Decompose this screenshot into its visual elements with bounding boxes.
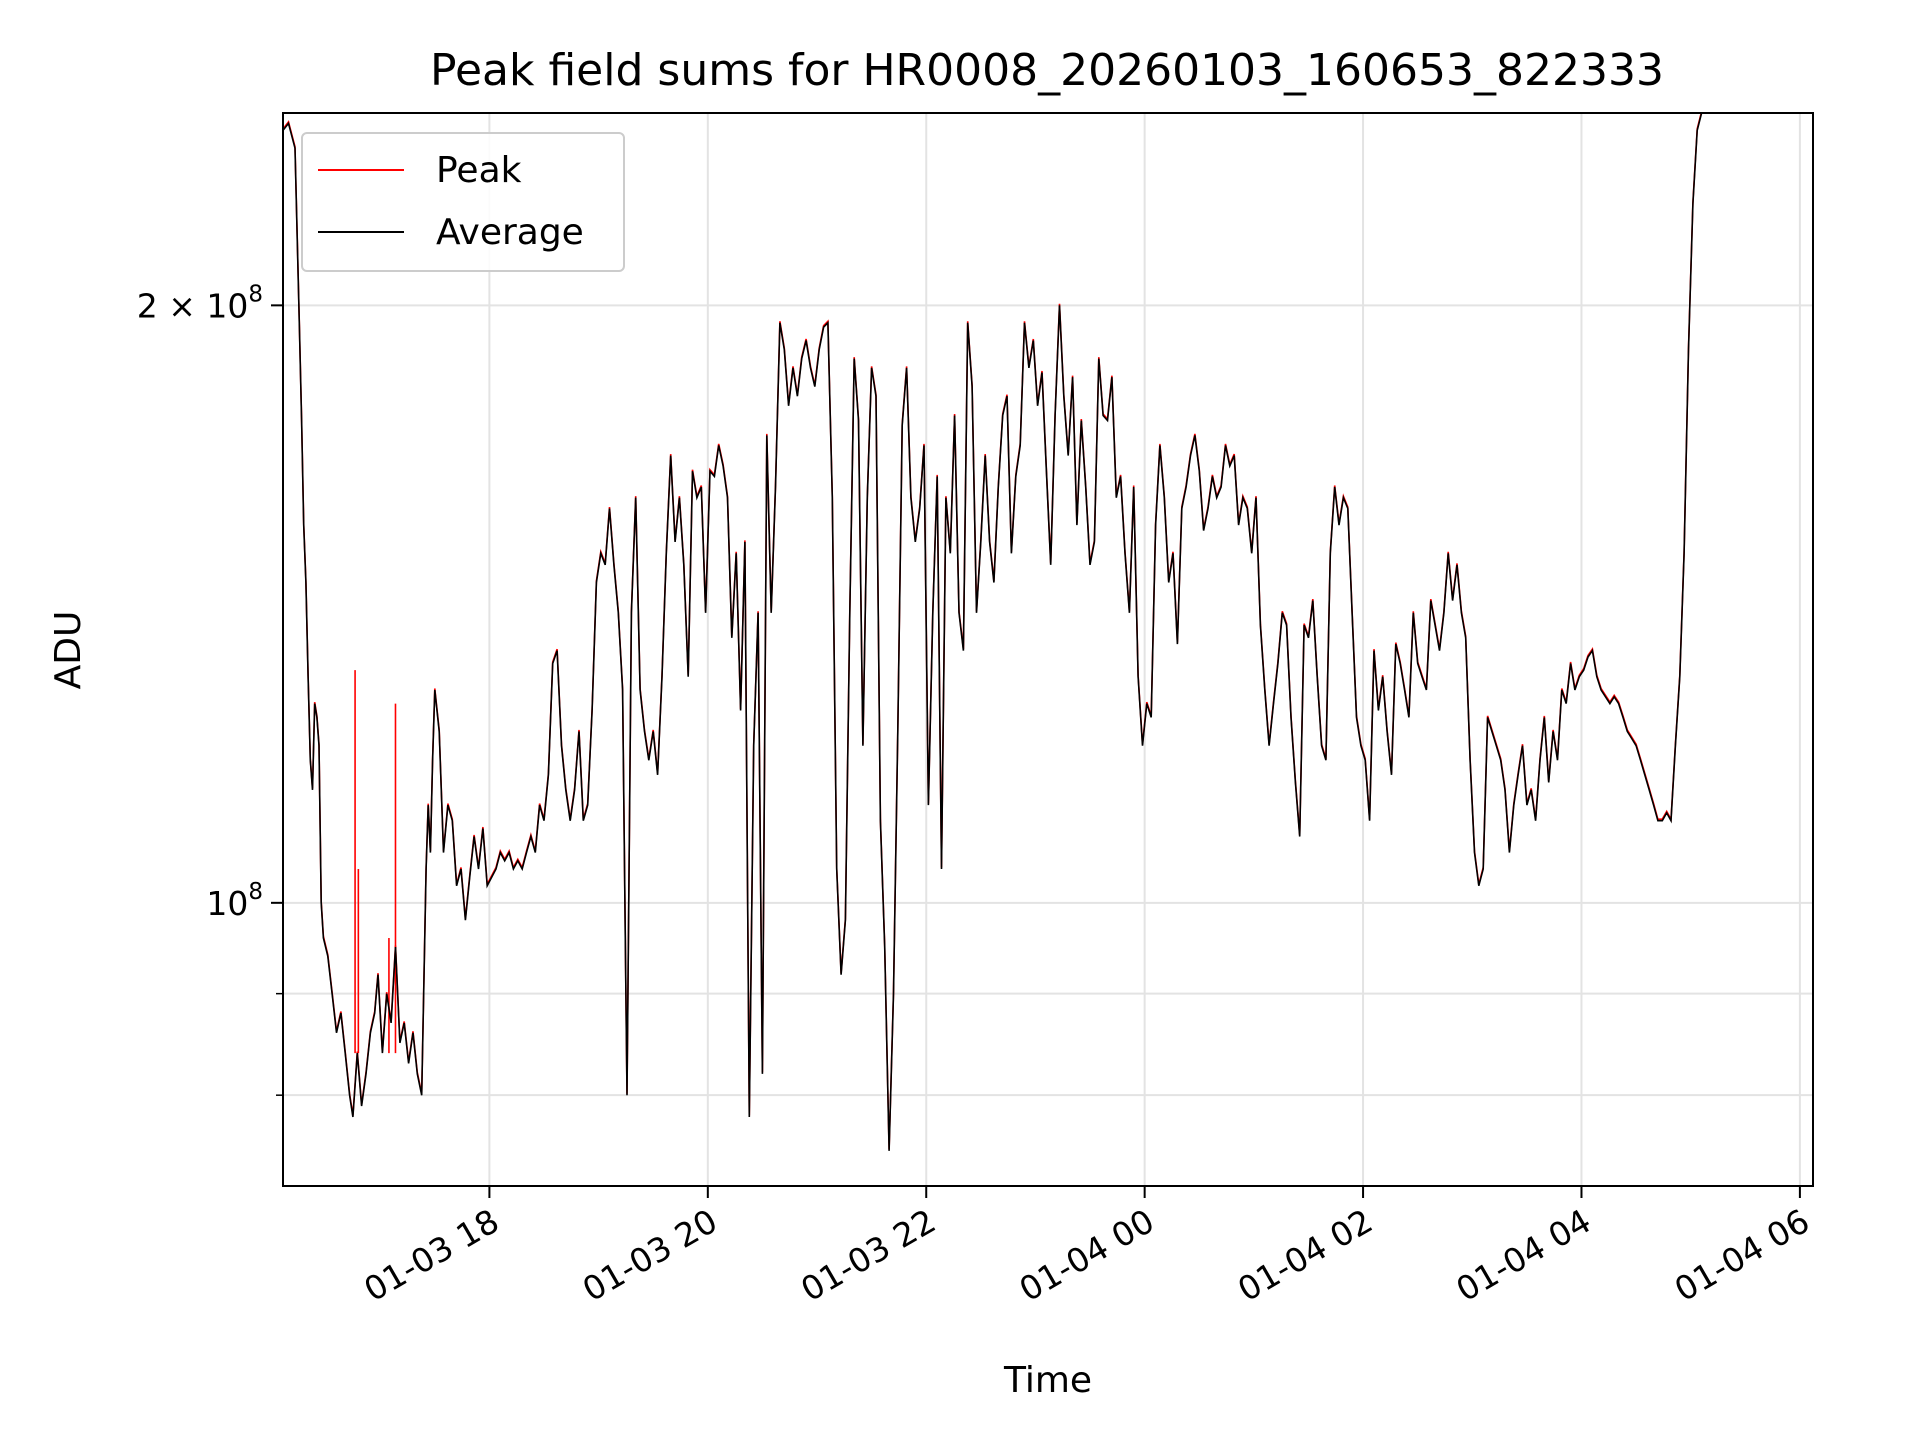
x-axis-label: Time xyxy=(1003,1360,1092,1401)
grid xyxy=(283,113,1813,1186)
x-tick-label: 01-04 06 xyxy=(1668,1201,1816,1309)
series-layer xyxy=(283,113,1703,1151)
x-tick-label: 01-04 00 xyxy=(1013,1201,1161,1309)
legend-box xyxy=(301,132,625,272)
x-tick-label: 01-03 18 xyxy=(357,1201,505,1309)
legend-label-peak: Peak xyxy=(436,150,522,191)
x-axis: 01-03 18 01-03 20 01-03 22 01-04 00 01-04 02… xyxy=(357,1186,1816,1309)
legend: Peak Average xyxy=(301,132,625,272)
y-tick-label: 2 × 108 xyxy=(137,281,263,325)
y-tick-label-base: 10 xyxy=(206,884,248,923)
y-tick-label-exponent: 8 xyxy=(248,879,263,905)
y-tick-label: 108 xyxy=(206,879,263,923)
x-tick-label: 01-03 22 xyxy=(794,1201,942,1309)
y-tick-label-exponent: 8 xyxy=(248,281,263,307)
x-tick-label: 01-04 04 xyxy=(1449,1201,1597,1309)
legend-label-average: Average xyxy=(436,212,584,253)
chart-title: Peak field sums for HR0008_20260103_1606… xyxy=(430,45,1664,96)
series-line-average xyxy=(283,113,1703,1151)
x-tick-label: 01-03 20 xyxy=(576,1201,724,1309)
y-axis-label: ADU xyxy=(48,611,89,690)
y-tick-label-base: 2 × 10 xyxy=(137,286,249,325)
plot-frame xyxy=(282,112,1814,1187)
x-tick-label: 01-04 02 xyxy=(1231,1201,1379,1309)
